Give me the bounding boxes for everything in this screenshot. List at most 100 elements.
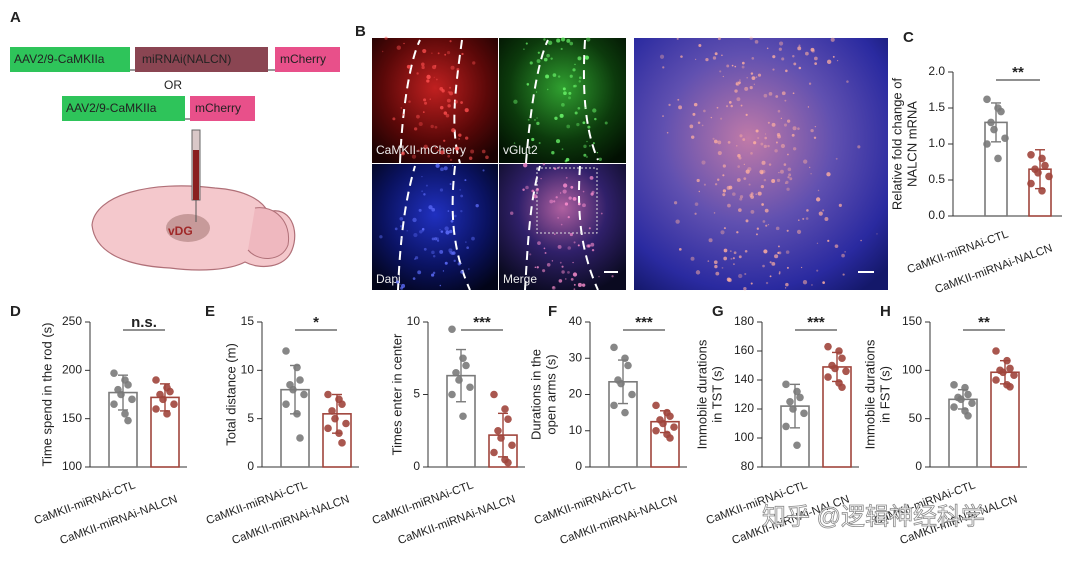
speckle (791, 133, 795, 137)
speckle (413, 233, 418, 238)
speckle (446, 51, 451, 55)
y-tick-label: 180 (734, 314, 754, 328)
y-tick-label: 150 (62, 411, 82, 425)
speckle (436, 78, 438, 81)
data-point (293, 363, 301, 372)
data-point (166, 387, 174, 396)
cerebellum (247, 207, 290, 259)
speckle (592, 108, 597, 113)
data-point (459, 354, 467, 363)
speckle (429, 98, 431, 100)
data-point (1041, 161, 1049, 170)
speckle (728, 185, 733, 190)
speckle (396, 45, 401, 50)
speckle (792, 92, 795, 95)
speckle (437, 52, 440, 55)
speckle (835, 157, 838, 160)
speckle (765, 281, 769, 285)
speckle (550, 57, 553, 60)
speckle (553, 167, 557, 171)
speckle (559, 113, 564, 118)
data-point (838, 354, 846, 363)
speckle (785, 180, 789, 184)
speckle (824, 217, 829, 221)
speckle (694, 202, 699, 206)
speckle (842, 273, 845, 276)
speckle (753, 141, 757, 145)
speckle (811, 284, 813, 286)
speckle (827, 239, 830, 242)
speckle (717, 178, 720, 181)
construct-box (62, 96, 185, 121)
speckle (561, 270, 565, 274)
speckle (421, 62, 425, 67)
data-point (999, 368, 1007, 377)
speckle (560, 192, 562, 194)
data-point (1038, 187, 1046, 195)
speckle (733, 251, 737, 255)
speckle (560, 37, 566, 42)
speckle (748, 183, 751, 186)
speckle (792, 147, 797, 151)
speckle (582, 121, 586, 125)
speckle (414, 127, 418, 131)
speckle (577, 244, 580, 247)
speckle (513, 142, 516, 144)
y-tick-label: 100 (734, 430, 754, 444)
speckle (778, 47, 782, 51)
speckle (561, 265, 564, 268)
speckle (781, 91, 786, 96)
speckle (481, 149, 486, 154)
panel-label: B (355, 23, 366, 40)
speckle (544, 252, 547, 254)
speckle (572, 272, 578, 277)
speckle (737, 154, 741, 158)
speckle (412, 217, 417, 223)
speckle (716, 106, 719, 109)
data-point (124, 416, 132, 425)
speckle (750, 152, 753, 155)
speckle (769, 261, 772, 264)
data-point (624, 361, 632, 370)
significance: * (313, 314, 319, 331)
speckle (738, 81, 741, 85)
speckle (447, 91, 451, 94)
speckle (452, 165, 454, 167)
speckle (568, 196, 572, 200)
data-point (992, 376, 1000, 384)
speckle (586, 244, 590, 248)
speckle (568, 96, 571, 100)
speckle (785, 69, 788, 73)
speckle (431, 237, 435, 241)
speckle (458, 133, 462, 137)
speckle (423, 247, 427, 251)
speckle (793, 62, 797, 66)
speckle (529, 61, 533, 65)
speckle (562, 87, 566, 91)
speckle (443, 111, 448, 115)
speckle (584, 55, 590, 60)
speckle (677, 98, 680, 101)
data-point (659, 419, 667, 428)
y-tick-label: 1.0 (928, 136, 945, 150)
speckle (555, 139, 561, 144)
speckle (566, 124, 571, 129)
speckle (581, 283, 586, 287)
speckle (406, 230, 408, 232)
speckle (557, 75, 561, 78)
speckle (768, 163, 772, 166)
data-point (610, 401, 618, 410)
speckle (743, 286, 747, 291)
speckle (744, 249, 748, 253)
speckle (805, 217, 809, 220)
speckle (460, 209, 463, 213)
speckle (546, 53, 550, 58)
y-tick-label: 0 (575, 459, 582, 473)
speckle (787, 176, 790, 179)
speckle (482, 169, 485, 172)
data-point (504, 415, 512, 423)
speckle (411, 154, 417, 159)
speckle (844, 251, 846, 253)
y-tick-label: 0.0 (928, 208, 945, 222)
speckle (693, 102, 698, 107)
